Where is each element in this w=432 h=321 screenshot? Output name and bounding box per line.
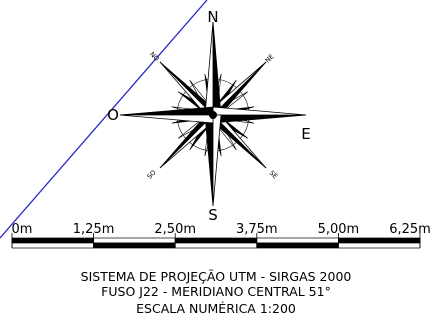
zone-caption: FUSO J22 - MERIDIANO CENTRAL 51° [101, 284, 331, 299]
scale-bar-segments [11, 233, 421, 249]
scale-bar-labels: 0m 1,25m 2,50m 3,75m 5,00m 6,25m [12, 222, 431, 237]
scale-bar-label: 1,25m [73, 222, 115, 237]
scale-bar-label: 3,75m [236, 222, 278, 237]
east-label: E [301, 125, 310, 143]
south-label: S [208, 206, 218, 224]
west-label: O [107, 106, 119, 124]
scale-bar-bottom-segment [174, 242, 258, 249]
boundary-line [0, 0, 208, 239]
southwest-label: SO [145, 168, 157, 180]
scale-bar-bottom-segment [11, 242, 94, 249]
projection-caption: SISTEMA DE PROJEÇÃO UTM - SIRGAS 2000 [80, 269, 352, 284]
northwest-label: NO [148, 50, 161, 63]
compass-diagonal-points [159, 61, 267, 169]
compass-cardinal-points [119, 21, 307, 207]
scale-bar-top-segment [174, 237, 258, 244]
southeast-label: SE [268, 169, 279, 180]
scale-bar-bottom-segment [338, 242, 421, 249]
north-label: N [207, 8, 218, 26]
scale-bar-label: 0m [12, 222, 33, 237]
compass-rose: N S E O NE NO SE SO [107, 8, 311, 224]
scale-bar-top-segment [338, 237, 421, 244]
scale-caption: ESCALA NUMÉRICA 1:200 [136, 301, 296, 316]
scale-bar-top-segment [93, 237, 176, 244]
scale-bar-label: 2,50m [154, 222, 196, 237]
scale-bar-bottom-segment [93, 242, 176, 249]
scale-bar-bottom-segment [256, 242, 339, 249]
scale-bar: 0m 1,25m 2,50m 3,75m 5,00m 6,25m [11, 222, 431, 249]
scale-bar-label: 5,00m [318, 222, 360, 237]
scale-bar-top-segment [11, 237, 94, 244]
scale-bar-label: 6,25m [389, 222, 431, 237]
scale-bar-top-segment [256, 237, 339, 244]
